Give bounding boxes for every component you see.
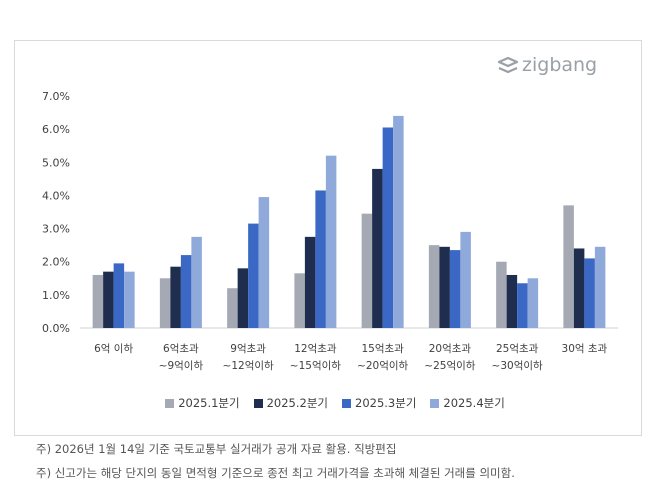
bar: [237, 268, 249, 328]
zigbang-logo: zigbang: [496, 54, 626, 80]
legend-swatch: [165, 398, 175, 408]
x-tick-label: ~15억이하: [290, 359, 341, 372]
y-tick-label: 7.0%: [42, 90, 70, 103]
legend-item: 2025.3분기: [342, 395, 416, 411]
legend: 2025.1분기 2025.2분기 2025.3분기 2025.4분기: [150, 393, 520, 413]
zigbang-logo-text: zigbang: [522, 54, 598, 76]
x-tick-label: 6억초과: [163, 343, 199, 355]
bar: [258, 197, 270, 328]
legend-item: 2025.4분기: [430, 395, 505, 411]
bar: [361, 213, 373, 328]
bar: [584, 258, 595, 328]
x-tick-label: ~9억이하: [159, 359, 204, 372]
bar: [304, 236, 316, 328]
x-axis: 6억 이하 6억초과 ~9억이하 9억초과 ~12억이하 12억초과 ~15억이하 15억초과…: [94, 342, 607, 372]
x-tick-label: 9억초과: [230, 343, 266, 355]
bar: [517, 283, 528, 328]
bar: [124, 271, 135, 328]
bars: [92, 115, 606, 329]
y-tick-label: 0.0%: [42, 322, 70, 335]
legend-label: 2025.2분기: [266, 396, 328, 410]
x-tick-label: 15억초과: [361, 343, 404, 355]
bar: [382, 127, 394, 329]
bar: [294, 273, 305, 328]
x-tick-label: ~30억이하: [492, 359, 543, 372]
y-tick-label: 4.0%: [42, 189, 70, 202]
x-tick-label: 30억 초과: [562, 343, 608, 355]
bar: [180, 255, 192, 328]
legend-label: 2025.1분기: [178, 396, 240, 410]
bar: [563, 205, 574, 328]
footnote-2: 주) 신고가는 해당 단지의 동일 면적형 기준으로 종전 최고 거래가격을 초…: [36, 466, 515, 480]
x-tick-label: ~12억이하: [223, 359, 274, 372]
zigbang-logo-icon: [497, 56, 519, 74]
bar: [227, 288, 238, 328]
bar: [248, 223, 259, 328]
bar: [393, 115, 404, 328]
x-tick-label: ~20억이하: [357, 359, 408, 372]
bar: [496, 261, 507, 328]
y-tick-label: 2.0%: [42, 256, 70, 269]
bar: [103, 271, 114, 328]
legend-label: 2025.4분기: [443, 396, 505, 410]
y-tick-label: 3.0%: [42, 223, 70, 236]
bar: [325, 155, 337, 328]
legend-item: 2025.1분기: [165, 395, 240, 411]
legend-swatch: [430, 398, 440, 408]
y-tick-label: 5.0%: [42, 156, 70, 169]
legend-swatch: [253, 398, 263, 408]
y-tick-label: 1.0%: [42, 289, 70, 302]
x-tick-label: 12억초과: [294, 343, 337, 355]
x-tick-label: 25억초과: [496, 343, 539, 355]
legend-swatch: [342, 398, 351, 408]
bar: [573, 248, 585, 328]
bar: [170, 266, 181, 328]
bar: [92, 274, 104, 328]
bar: [191, 236, 202, 328]
legend-item: 2025.2분기: [253, 395, 328, 411]
x-tick-label: 20억초과: [429, 343, 472, 355]
bar: [428, 245, 440, 328]
bar: [449, 250, 461, 328]
bar: [439, 246, 450, 328]
bar: [594, 246, 606, 328]
x-tick-label: ~25억이하: [424, 359, 475, 372]
bar: [315, 190, 326, 328]
bar: [159, 278, 171, 328]
bar: [113, 263, 125, 328]
x-tick-label: 6억 이하: [94, 342, 133, 355]
legend-label: 2025.3분기: [355, 396, 417, 410]
bar: [506, 274, 518, 328]
bar: [460, 231, 471, 328]
footnote-1: 주) 2026년 1월 14일 기준 국토교통부 실거래가 공개 자료 활용. …: [36, 442, 397, 456]
y-tick-label: 6.0%: [42, 123, 70, 136]
bar: [372, 168, 383, 328]
bar: [527, 278, 539, 328]
